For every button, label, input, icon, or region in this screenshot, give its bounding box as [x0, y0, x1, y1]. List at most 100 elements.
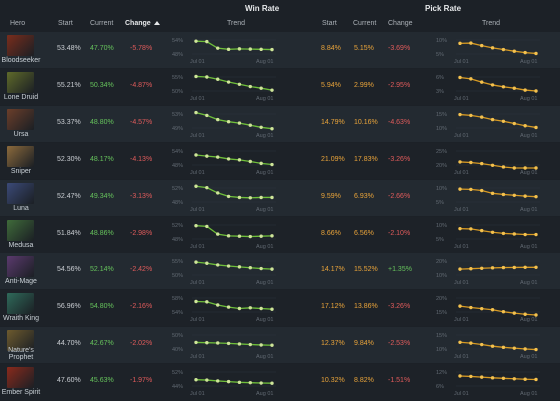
pick-trend-line [459, 188, 537, 197]
pick-trend-point [458, 112, 462, 117]
hero-portrait[interactable] [7, 71, 34, 93]
pick-rate-sparkline: 15% 10% Jul 01 Aug 01 [436, 333, 540, 360]
pick-current-value: 10.16% [354, 118, 378, 126]
win-trend-point [259, 343, 263, 347]
win-trend-point [237, 47, 242, 51]
hero-name[interactable]: Nature's Prophet [8, 347, 34, 362]
pick-change-value: -2.10% [388, 229, 411, 237]
hero-portrait[interactable] [7, 182, 34, 204]
win-tick-high: 54% [172, 38, 183, 44]
win-trend-point [270, 307, 274, 312]
table-row[interactable]: Luna 52.47% 49.34% -3.13% 9.59% 6.93% -2.66% 52… [0, 179, 560, 216]
col-pick-current[interactable]: Current [353, 20, 377, 27]
hero-portrait[interactable] [7, 145, 34, 167]
table-row[interactable]: Sniper 52.30% 48.17% -4.13% 21.09% 17.83% -3.2… [0, 142, 560, 179]
col-win-current[interactable]: Current [90, 20, 114, 27]
pick-trend-line [459, 227, 536, 235]
hero-portrait[interactable] [7, 293, 34, 315]
pick-trend-point [534, 194, 538, 198]
pick-change-value: -4.63% [388, 118, 411, 126]
pick-trend-point [523, 377, 527, 382]
pick-trend-point [490, 163, 495, 167]
win-rate-sparkline: 52% 48% Jul 01 Aug 01 [172, 184, 276, 213]
win-trend-point [226, 380, 231, 384]
hero-name[interactable]: Lone Druid [3, 93, 39, 101]
pick-change-value: -3.69% [388, 45, 411, 52]
pick-tick-high: 15% [436, 112, 447, 118]
win-trend-point [226, 119, 231, 124]
hero-name[interactable]: Luna [13, 204, 29, 212]
pick-tick-low: 5% [436, 237, 444, 243]
hero-name[interactable]: Medusa [8, 241, 34, 249]
pick-trend-point [534, 51, 538, 56]
hero-portrait[interactable] [7, 219, 34, 241]
table-row[interactable]: Medusa 51.84% 48.86% -2.98% 8.66% 6.56% -2.10%… [0, 216, 560, 253]
col-pick-trend[interactable]: Trend [482, 20, 501, 27]
pick-trend-line [459, 113, 537, 128]
hero-portrait[interactable] [7, 367, 34, 389]
hero-portrait[interactable] [7, 108, 34, 130]
win-trend-point [194, 340, 198, 345]
pick-start-value: 5.94% [321, 81, 341, 89]
win-rate-sparkline: 53% 49% Jul 01 Aug 01 [172, 110, 276, 139]
win-current-value: 45.63% [90, 377, 114, 385]
table-row[interactable]: Ember Spirit 47.60% 45.63% -1.97% 10.32% 8.82… [0, 364, 560, 401]
pick-trend-point [469, 77, 473, 81]
pick-start-value: 14.79% [321, 118, 345, 126]
hero-portrait[interactable] [7, 35, 34, 56]
pick-trend-point [512, 49, 516, 53]
win-trend-point [248, 84, 252, 89]
hero-name[interactable]: Sniper [10, 167, 32, 175]
hero-name[interactable]: Wraith King [2, 315, 40, 323]
win-trend-point [205, 261, 209, 266]
pick-current-value: 15.52% [354, 266, 378, 274]
win-axis-start: Jul 01 [190, 280, 205, 286]
win-trend-point [270, 343, 274, 348]
win-rate-sparkline: 54% 48% Jul 01 Aug 01 [172, 38, 276, 65]
win-axis-start: Jul 01 [190, 59, 205, 65]
pick-trend-point [469, 226, 473, 231]
table-row[interactable]: Bloodseeker 53.48% 47.70% -5.78% 8.84% 5.15% -… [0, 32, 560, 68]
pick-trend-point [523, 265, 527, 270]
table-row[interactable]: Nature's Prophet 44.70% 42.67% -2.02% 12.37%… [0, 327, 560, 364]
win-trend-point [226, 47, 231, 52]
pick-axis-end: Aug 01 [520, 244, 537, 250]
pick-axis-start: Jul 01 [454, 280, 469, 286]
hero-name[interactable]: Ursa [13, 130, 29, 138]
pick-tick-high: 15% [436, 333, 447, 339]
col-win-change[interactable]: Change [125, 20, 160, 27]
pick-trend-point [480, 307, 484, 311]
pick-trend-line [459, 267, 536, 271]
hero-name[interactable]: Anti-Mage [5, 278, 37, 286]
hero-portrait[interactable] [7, 256, 34, 278]
pick-axis-start: Jul 01 [454, 170, 469, 176]
win-trend-line [195, 111, 273, 130]
pick-current-value: 9.84% [354, 340, 374, 348]
pick-start-value: 10.32% [321, 377, 345, 385]
win-trend-point [248, 381, 252, 385]
pick-trend-point [480, 188, 484, 192]
hero-portrait[interactable] [7, 330, 34, 352]
win-start-value: 52.47% [57, 192, 81, 200]
table-row[interactable]: Anti-Mage 54.56% 52.14% -2.42% 14.17% 15.52% +… [0, 253, 560, 290]
col-hero[interactable]: Hero [10, 20, 26, 27]
col-pick-change[interactable]: Change [388, 20, 413, 27]
pick-trend-point [501, 192, 506, 196]
pick-trend-point [534, 377, 538, 382]
pick-trend-point [458, 304, 462, 309]
hero-name[interactable]: Ember Spirit [1, 389, 41, 397]
col-win-trend[interactable]: Trend [227, 20, 246, 27]
col-win-start[interactable]: Start [58, 20, 73, 27]
win-change-value: -1.97% [130, 377, 153, 385]
table-row[interactable]: Ursa 53.37% 48.80% -4.57% 14.79% 10.16% -4.63%… [0, 105, 560, 142]
col-pick-start[interactable]: Start [322, 20, 337, 27]
pick-trend-point [501, 84, 506, 89]
win-trend-point [270, 195, 274, 199]
pick-trend-point [490, 230, 495, 234]
table-row[interactable]: Lone Druid 55.21% 50.34% -4.87% 5.94% 2.99% -2… [0, 68, 560, 105]
table-row[interactable]: Wraith King 56.96% 54.80% -2.16% 17.12% 13.86… [0, 290, 560, 327]
pick-trend-point [458, 374, 462, 378]
pick-trend-line [459, 305, 537, 316]
hero-name[interactable]: Bloodseeker [1, 57, 41, 64]
win-tick-low: 40% [172, 347, 183, 353]
